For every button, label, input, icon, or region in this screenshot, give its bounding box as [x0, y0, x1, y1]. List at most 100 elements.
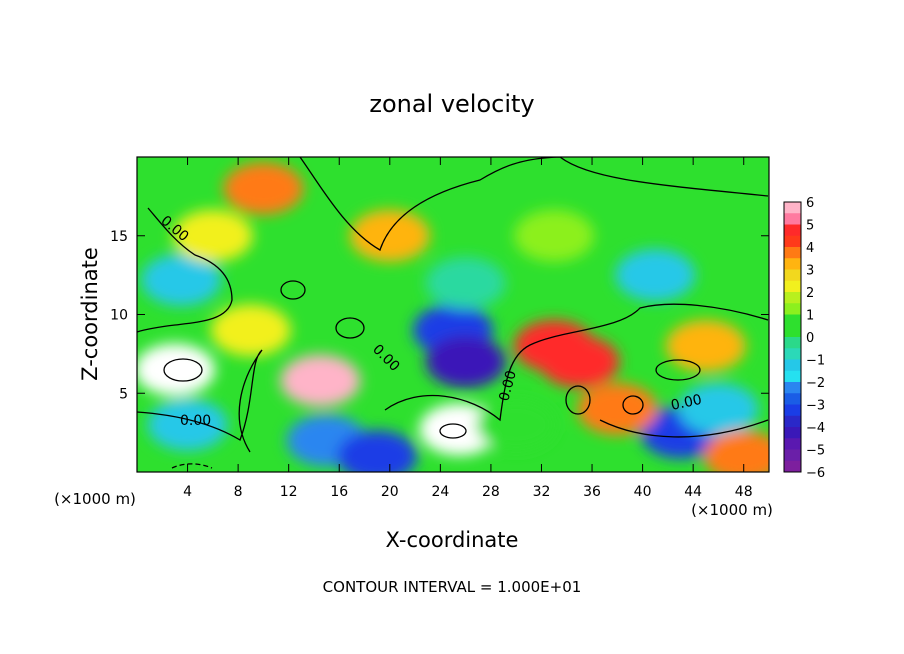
colorbar-tick-label: 4 [806, 241, 814, 256]
y-axis: 5 10 15 [110, 229, 769, 402]
field-blob [223, 162, 304, 215]
colorbar-tick-label: 2 [806, 286, 814, 301]
colorbar-tick-label: −6 [806, 466, 825, 481]
field-blob [476, 398, 557, 451]
colorbar-tick-label: 5 [806, 219, 814, 234]
y-tick-label: 5 [119, 386, 128, 402]
field-blob [678, 383, 759, 435]
colorbar-swatch [784, 337, 801, 349]
colorbar-tick-label: −5 [806, 444, 825, 459]
velocity-field [137, 162, 769, 472]
x-tick-label: 8 [234, 484, 243, 500]
x-tick-label: 20 [381, 484, 399, 500]
contour-loop [163, 358, 203, 382]
contour-loop [655, 359, 701, 381]
contour-interval-note: CONTOUR INTERVAL = 1.000E+01 [323, 578, 582, 596]
contour-dashed [171, 463, 213, 469]
colorbar-tick-label: −4 [806, 421, 825, 436]
x-tick-label: 24 [431, 484, 449, 500]
x-axis-label: X-coordinate [386, 528, 519, 552]
colorbar-swatch [784, 202, 801, 214]
field-blob [147, 398, 228, 451]
x-tick-label: 48 [735, 484, 753, 500]
field-blob [703, 430, 769, 472]
y-tick-label: 15 [110, 229, 128, 245]
contour-line [599, 419, 769, 438]
x-unit-label: (×1000 m) [54, 490, 136, 508]
colorbar-tick-label: −2 [806, 376, 825, 391]
colorbar-swatch [784, 427, 801, 439]
colorbar-swatch [784, 325, 801, 338]
field-blob [577, 383, 658, 435]
colorbar-swatch [784, 314, 801, 327]
y-tick-label: 10 [110, 308, 128, 324]
colorbar-swatch [784, 460, 801, 473]
colorbar-swatch [784, 235, 801, 248]
colorbar-swatch [784, 382, 801, 394]
colorbar-swatch [784, 393, 801, 405]
x-tick-label: 12 [280, 484, 298, 500]
contour-label: 0.00 [496, 369, 520, 403]
x-tick-label: 36 [583, 484, 601, 500]
colorbar-tick-label: −1 [806, 354, 825, 369]
field-blob [141, 253, 222, 306]
colorbar-swatch [784, 280, 801, 293]
x-tick-label: 44 [684, 484, 702, 500]
plot-area: 0.00 0.00 0.00 0.00 0.00 [137, 157, 769, 472]
x-tick-label: 32 [533, 484, 551, 500]
x-tick-label: 28 [482, 484, 500, 500]
z-unit-label: (×1000 m) [691, 501, 773, 519]
colorbar-frame [783, 201, 802, 473]
colorbar-swatch [784, 449, 801, 462]
colorbar-swatch [784, 258, 801, 270]
x-tick-label: 4 [183, 484, 192, 500]
field-blob [514, 209, 595, 262]
colorbar-swatch [784, 303, 801, 315]
y-axis-label: Z-coordinate [78, 247, 102, 381]
x-tick-label: 16 [330, 484, 348, 500]
colorbar-swatch [784, 438, 801, 450]
colorbar-swatch [784, 404, 801, 417]
colorbar-swatch [784, 348, 801, 360]
contour-loop [439, 423, 467, 439]
contour-label: 0.00 [180, 413, 211, 429]
colorbar-tick-label: −3 [806, 399, 825, 414]
field-blob [349, 209, 430, 262]
field-blob [137, 343, 215, 396]
field-blob [172, 209, 253, 262]
field-blob [280, 354, 361, 407]
chart-title: zonal velocity [369, 90, 534, 118]
contour-loop [280, 280, 306, 300]
contour-loop [622, 395, 644, 415]
colorbar-swatch [784, 269, 801, 282]
x-tick-label: 40 [634, 484, 652, 500]
field-blob [615, 249, 696, 302]
colorbar-tick-label: 1 [806, 309, 814, 324]
contour-line [299, 157, 769, 251]
colorbar: 6 5 4 3 2 1 0 −1 −2 −3 −4 −5 −6 [783, 196, 825, 481]
field-blob [665, 320, 746, 372]
colorbar-swatch [784, 247, 801, 259]
colorbar-swatch [784, 224, 801, 237]
zero-contours [137, 157, 769, 469]
colorbar-tick-label: 0 [806, 331, 814, 346]
contour-loop [335, 317, 365, 339]
colorbar-tick-label: 3 [806, 264, 814, 279]
colorbar-swatch [784, 415, 801, 428]
field-blob [514, 320, 595, 372]
colorbar-swatch [784, 292, 801, 304]
colorbar-swatch [784, 359, 801, 372]
colorbar-swatch [784, 213, 801, 225]
field-blob [425, 335, 506, 388]
colorbar-tick-label: 6 [806, 196, 814, 211]
x-axis: 4 8 12 16 20 24 28 32 36 40 44 48 [183, 157, 753, 500]
contour-line [137, 349, 263, 453]
contour-label: 0.00 [670, 392, 704, 414]
colorbar-swatch [784, 370, 801, 383]
contour-line [384, 303, 769, 422]
contour-loop [565, 385, 591, 415]
field-blob [337, 430, 418, 472]
contour-line [137, 207, 233, 333]
field-blob [425, 257, 506, 309]
